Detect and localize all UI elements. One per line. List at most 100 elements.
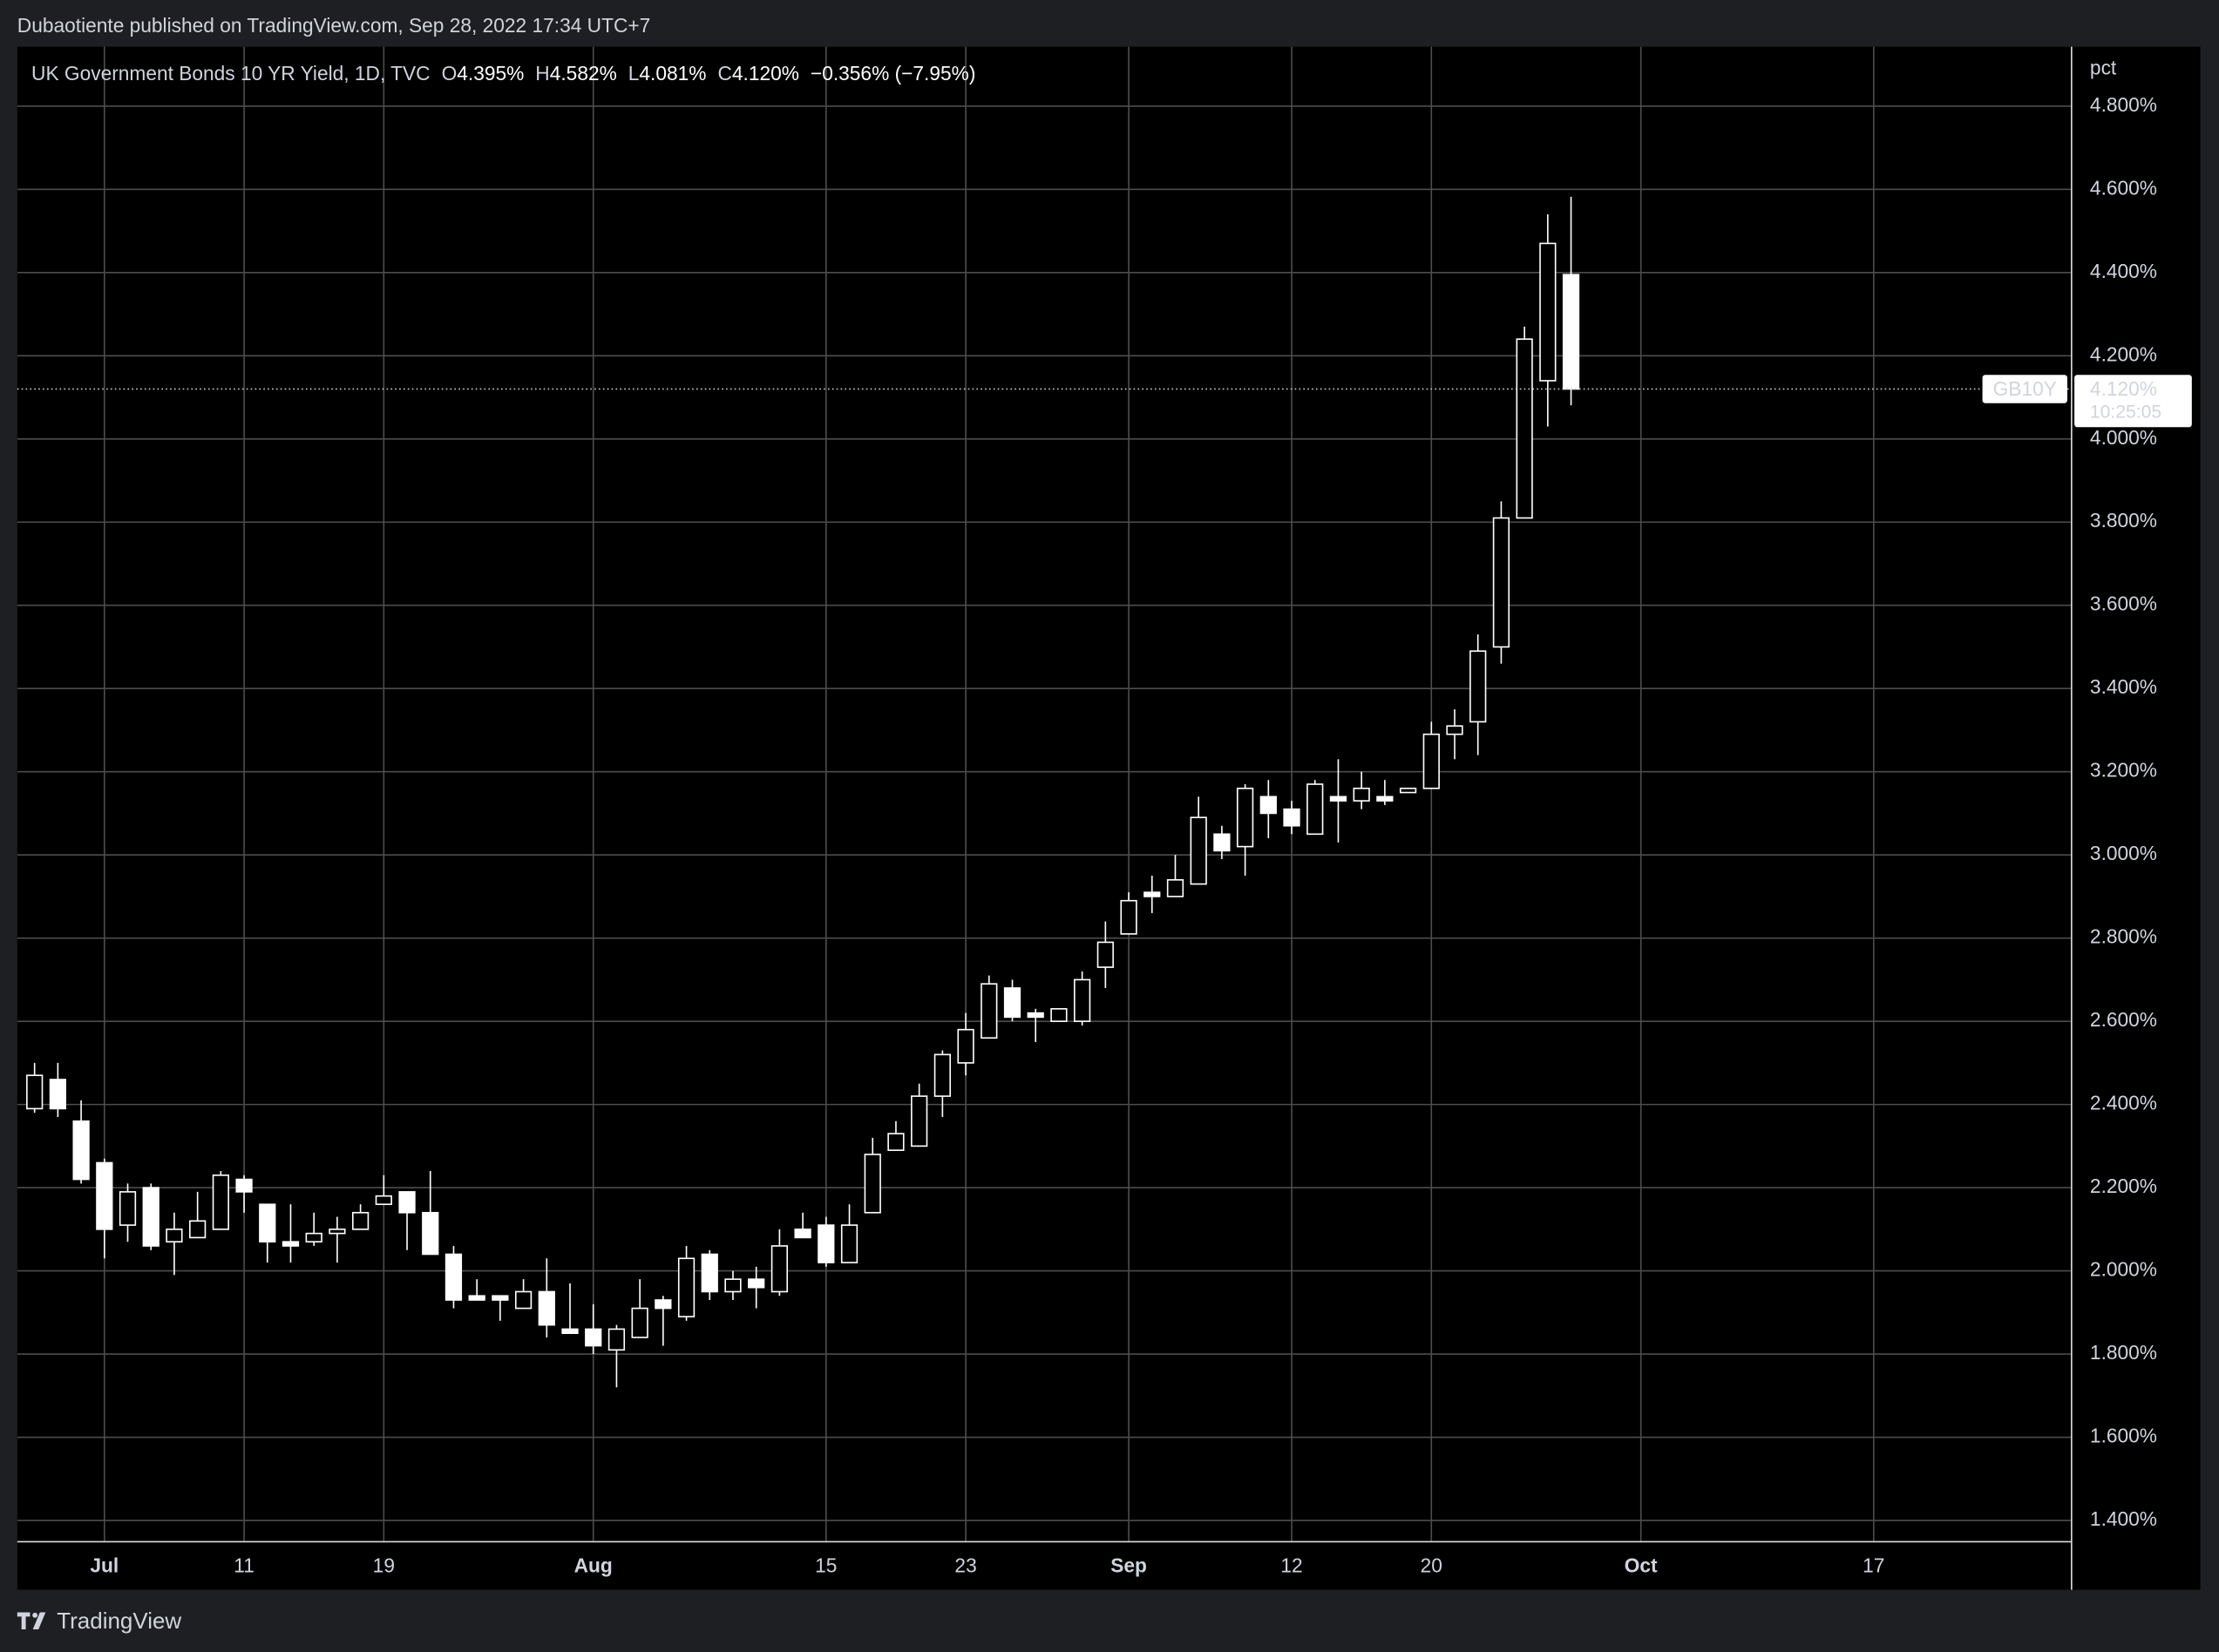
brand: TradingView — [57, 1608, 181, 1634]
y-tick-label: 4.400% — [2090, 260, 2157, 282]
candle-body — [607, 1328, 626, 1351]
candle-body — [631, 1307, 648, 1338]
y-tick-label: 3.600% — [2090, 592, 2157, 615]
candle-body — [1166, 879, 1184, 897]
candle-body — [1422, 733, 1440, 789]
legend-key: L — [628, 62, 640, 85]
candle-body — [189, 1220, 207, 1239]
candle-body — [398, 1191, 416, 1214]
candle-body — [677, 1257, 696, 1317]
ohlc-legend: UK Government Bonds 10 YR Yield, 1D, TVC… — [31, 62, 975, 85]
y-tick-label: 1.400% — [2090, 1507, 2157, 1530]
legend-value: 4.395% — [457, 62, 524, 85]
y-tick-label: 3.400% — [2090, 675, 2157, 698]
y-tick-label: 4.800% — [2090, 93, 2157, 116]
brand-logo — [17, 1612, 46, 1630]
y-tick-label: 2.600% — [2090, 1008, 2157, 1031]
publish-note: Dubaotiente published on TradingView.com… — [17, 14, 650, 37]
logo-v — [32, 1612, 46, 1630]
legend-change: −0.356% (−7.95%) — [811, 62, 975, 85]
candle-body — [1050, 1008, 1068, 1022]
x-tick-label: 23 — [954, 1554, 976, 1577]
candle-body — [72, 1120, 90, 1181]
y-tick-label: 2.400% — [2090, 1092, 2157, 1114]
x-tick-label: Oct — [1625, 1554, 1658, 1577]
candle-body — [282, 1241, 300, 1247]
candle-body — [957, 1028, 974, 1064]
candle-body — [911, 1095, 928, 1148]
candle-body — [538, 1290, 555, 1326]
candle-body — [1027, 1012, 1044, 1019]
legend-key: C — [717, 62, 731, 85]
candle-body — [1353, 787, 1370, 802]
y-axis-label: pct — [2090, 57, 2117, 79]
candle-body — [864, 1154, 881, 1214]
y-tick-label: 3.200% — [2090, 759, 2157, 782]
legend-value: 4.081% — [639, 62, 706, 85]
y-tick-label: 4.200% — [2090, 342, 2157, 365]
x-tick-label: 11 — [234, 1554, 254, 1577]
x-tick-label: Aug — [574, 1554, 613, 1577]
candle-body — [818, 1224, 835, 1263]
logo-dot — [32, 1612, 38, 1618]
candle-body — [166, 1229, 183, 1242]
candle-body — [1306, 783, 1324, 836]
symbol-tag — [1982, 375, 2067, 403]
legend-value: 4.582% — [550, 62, 617, 85]
y-tick-label: 1.800% — [2090, 1341, 2157, 1364]
candle-body — [933, 1053, 952, 1097]
y-tick-label: 2.000% — [2090, 1258, 2157, 1281]
y-tick-label: 3.000% — [2090, 842, 2157, 864]
candle-body — [259, 1203, 276, 1242]
x-tick-label: 17 — [1863, 1554, 1884, 1577]
candle-body — [1259, 796, 1277, 815]
candle-body — [1516, 338, 1533, 519]
candle-body — [840, 1224, 858, 1263]
grid — [17, 46, 2072, 1542]
x-tick-label: 19 — [373, 1554, 395, 1577]
candle-body — [1143, 891, 1161, 897]
y-tick-label: 4.000% — [2090, 426, 2157, 449]
candle-body — [1492, 517, 1510, 648]
y-tick-label: 4.600% — [2090, 176, 2157, 199]
candle-body — [1120, 899, 1137, 935]
candle-body — [468, 1295, 485, 1301]
candle-body — [96, 1161, 113, 1230]
candle-body — [1539, 242, 1557, 382]
legend-symbol: UK Government Bonds 10 YR Yield, 1D, TVC — [31, 62, 431, 85]
candle-body — [49, 1079, 67, 1110]
symbol-label: GB10Y — [1993, 377, 2057, 400]
candle-body — [351, 1211, 370, 1230]
candle-body — [1399, 787, 1417, 794]
candle-body — [119, 1191, 137, 1226]
candle-body — [1074, 978, 1091, 1022]
legend-key: H — [535, 62, 549, 85]
candle-body — [561, 1328, 579, 1335]
y-tick-label: 1.600% — [2090, 1425, 2157, 1447]
x-tick-label: 20 — [1421, 1554, 1442, 1577]
candle-body — [1562, 274, 1580, 390]
candle-body — [1236, 787, 1254, 848]
y-tick-label: 2.200% — [2090, 1175, 2157, 1197]
x-tick-label: 12 — [1280, 1554, 1302, 1577]
candle-body — [1213, 833, 1231, 852]
candle-body — [748, 1278, 765, 1289]
candle-body — [585, 1328, 602, 1347]
candle-body — [305, 1232, 322, 1242]
candle-body — [329, 1229, 346, 1235]
x-tick-label: Jul — [90, 1554, 119, 1577]
legend-key: O — [442, 62, 458, 85]
candle-body — [1003, 987, 1021, 1019]
candle-body — [1469, 650, 1487, 723]
candle-body — [981, 983, 998, 1039]
logo-t — [17, 1612, 31, 1630]
legend-value: 4.120% — [732, 62, 799, 85]
candle-body — [1283, 808, 1300, 827]
candle-body — [655, 1299, 672, 1310]
candle-body — [1446, 725, 1463, 735]
candle-body — [212, 1174, 229, 1230]
chart-panel — [17, 46, 2201, 1590]
candle-body — [375, 1195, 392, 1206]
candle-body — [235, 1178, 253, 1193]
